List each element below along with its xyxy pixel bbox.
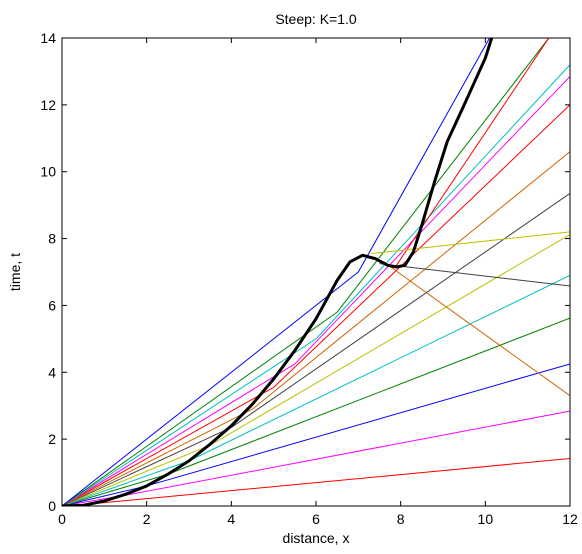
x-tick-label: 12 — [562, 511, 578, 527]
characteristic-line-10 — [62, 76, 570, 506]
characteristic-line-9 — [62, 104, 570, 506]
characteristic-line-16 — [379, 263, 570, 287]
shock-envelope-line — [62, 38, 494, 506]
x-tick-label: 6 — [312, 511, 320, 527]
characteristic-line-12 — [62, 38, 550, 506]
characteristic-line-17 — [383, 261, 570, 397]
x-tick-label: 2 — [143, 511, 151, 527]
characteristic-line-15 — [370, 231, 570, 255]
y-tick-label: 10 — [40, 164, 56, 180]
ticks-layer: 0 2 4 6 8 10 12 0 2 4 6 8 10 12 14 — [40, 30, 578, 527]
y-tick-label: 4 — [48, 364, 56, 380]
y-tick-label: 0 — [48, 498, 56, 514]
y-tick-label: 2 — [48, 431, 56, 447]
x-tick-label: 8 — [397, 511, 405, 527]
chart-title: Steep: K=1.0 — [275, 11, 357, 27]
series-layer — [62, 38, 570, 506]
characteristic-line-13 — [62, 38, 491, 506]
y-tick-label: 6 — [48, 297, 56, 313]
x-tick-label: 10 — [478, 511, 494, 527]
y-tick-label: 8 — [48, 231, 56, 247]
x-axis-title: distance, x — [283, 530, 350, 546]
characteristic-line-8 — [62, 151, 570, 506]
y-tick-label: 12 — [40, 97, 56, 113]
y-tick-label: 14 — [40, 30, 56, 46]
x-tick-label: 0 — [58, 511, 66, 527]
x-tick-label: 4 — [227, 511, 235, 527]
y-axis-title: time, t — [7, 253, 23, 291]
characteristic-line-11 — [62, 64, 570, 506]
